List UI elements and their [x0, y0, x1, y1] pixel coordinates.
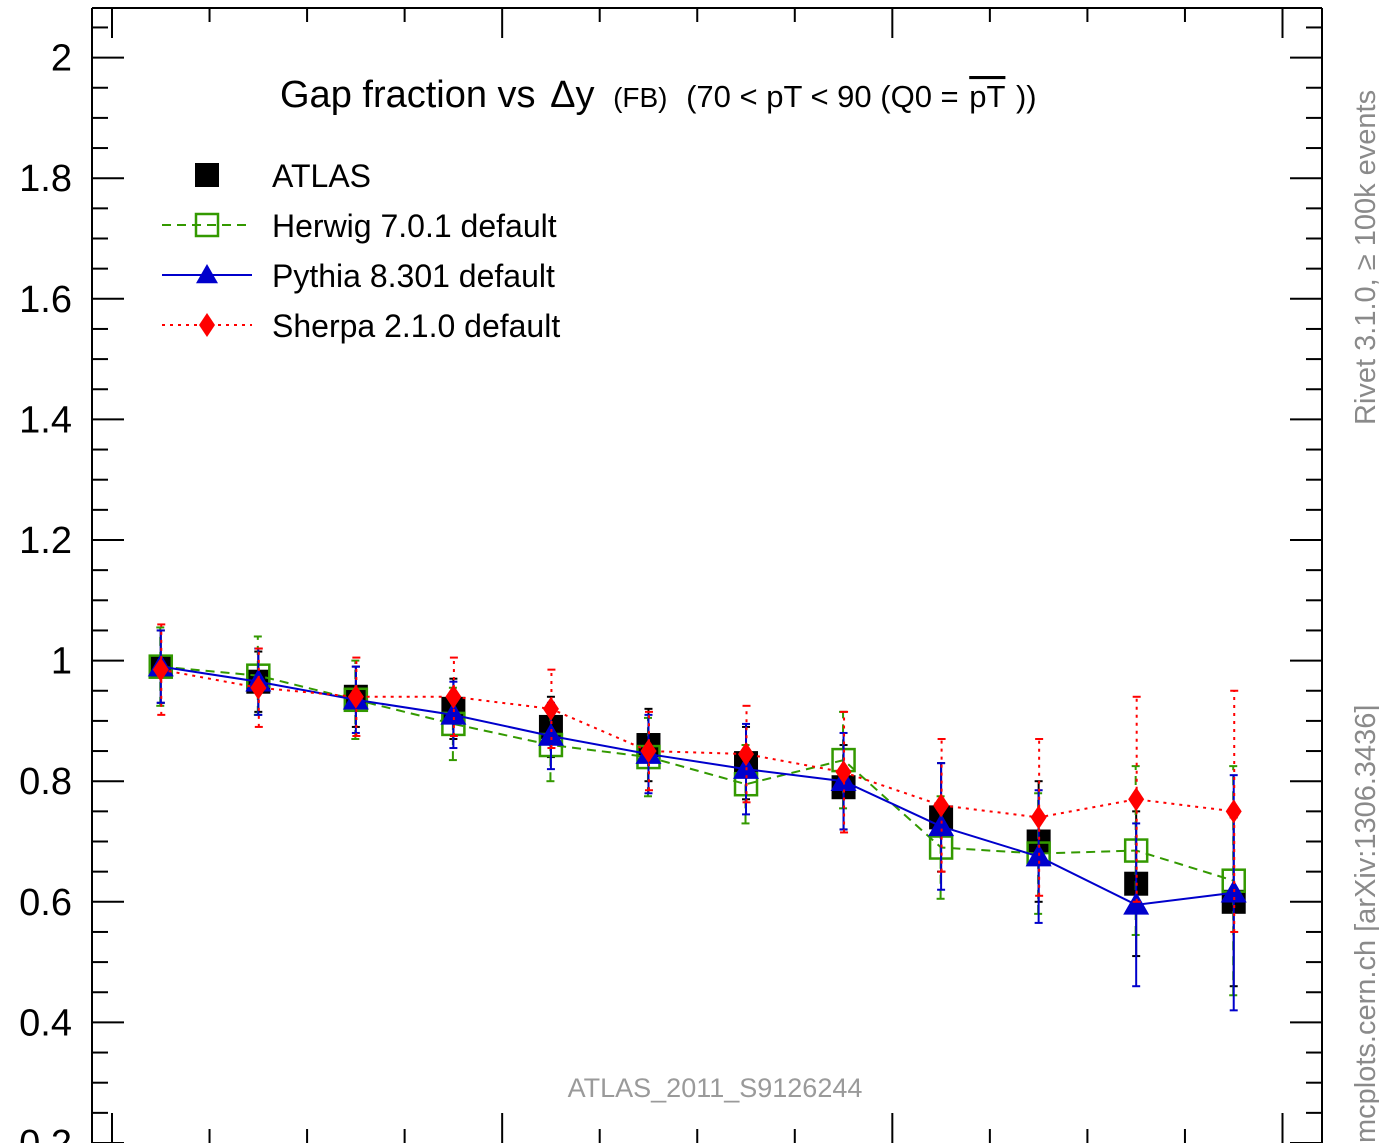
marker-diamond: [152, 657, 169, 682]
marker-square: [195, 163, 219, 187]
series-line: [160, 665, 1235, 882]
marker-triangle: [928, 813, 955, 837]
y-tick-label: 0.6: [19, 882, 72, 924]
y-tick-label: 1.4: [19, 399, 72, 441]
title-close: )): [1016, 79, 1037, 114]
series-sherpa-2-1-0-default: [152, 623, 1242, 933]
title-main: Gap fraction vs: [280, 74, 536, 116]
marker-diamond: [1030, 805, 1047, 830]
side-label-top: Rivet 3.1.0, ≥ 100k events: [1350, 90, 1379, 425]
marker-triangle: [196, 264, 218, 284]
marker-diamond: [445, 684, 462, 709]
y-tick-label: 1: [51, 641, 72, 683]
y-tick-label: 1.6: [19, 279, 72, 321]
side-label-bottom: mcplots.cern.ch [arXiv:1306.3436]: [1350, 705, 1379, 1143]
legend-entry: ATLAS: [195, 158, 371, 194]
chart-title: Gap fraction vs Δy (FB) (70 < pT < 90 (Q…: [280, 74, 1037, 116]
marker-diamond: [542, 696, 559, 721]
y-tick-label: 0.2: [19, 1123, 72, 1143]
title-range: (70 < pT < 90 (Q0 =: [686, 79, 959, 114]
marker-diamond: [835, 760, 852, 785]
y-tick-label: 1.2: [19, 520, 72, 562]
y-tick-label: 0.4: [19, 1002, 72, 1044]
legend: ATLAS Herwig 7.0.1 default Pythia 8.301 de…: [162, 158, 560, 344]
watermark: ATLAS_2011_S9126244: [568, 1073, 863, 1103]
y-tick-label: 2: [51, 38, 72, 80]
legend-label: Pythia 8.301 default: [272, 258, 555, 294]
title-pt: pT: [969, 79, 1005, 114]
plot-frame: [91, 7, 1323, 1143]
marker-diamond: [738, 742, 755, 767]
y-tick-labels: 0.2 0.4 0.6 0.8 1 1.2 1.4 1.6 1.8 2: [19, 38, 72, 1143]
marker-triangle: [1123, 891, 1150, 915]
marker-triangle: [537, 722, 564, 746]
marker-diamond: [250, 675, 267, 700]
legend-label: ATLAS: [272, 158, 371, 194]
series-atlas: [148, 629, 1246, 988]
legend-label: Herwig 7.0.1 default: [272, 208, 557, 244]
marker-diamond: [199, 313, 215, 337]
marker-diamond: [347, 684, 364, 709]
marker-open-square: [194, 212, 220, 238]
series-pythia-8-301-default: [147, 629, 1247, 1012]
legend-entry: Sherpa 2.1.0 default: [162, 308, 560, 344]
legend-label: Sherpa 2.1.0 default: [272, 308, 560, 344]
legend-entry: Herwig 7.0.1 default: [162, 208, 557, 244]
series-line: [160, 668, 1234, 819]
series-line: [160, 665, 1234, 906]
series-group: [147, 623, 1247, 1012]
marker-triangle: [440, 701, 467, 725]
title-delta: Δy: [550, 74, 594, 116]
legend-entry: Pythia 8.301 default: [162, 258, 555, 294]
marker-diamond: [640, 739, 657, 764]
axis-ticks: [92, 8, 1322, 1143]
series-herwig-7-0-1-default: [148, 626, 1246, 997]
marker-diamond: [1128, 787, 1145, 812]
title-small: (FB): [613, 82, 667, 113]
y-tick-label: 1.8: [19, 158, 72, 200]
y-tick-label: 0.8: [19, 761, 72, 803]
marker-diamond: [933, 793, 950, 818]
marker-diamond: [1225, 799, 1242, 824]
